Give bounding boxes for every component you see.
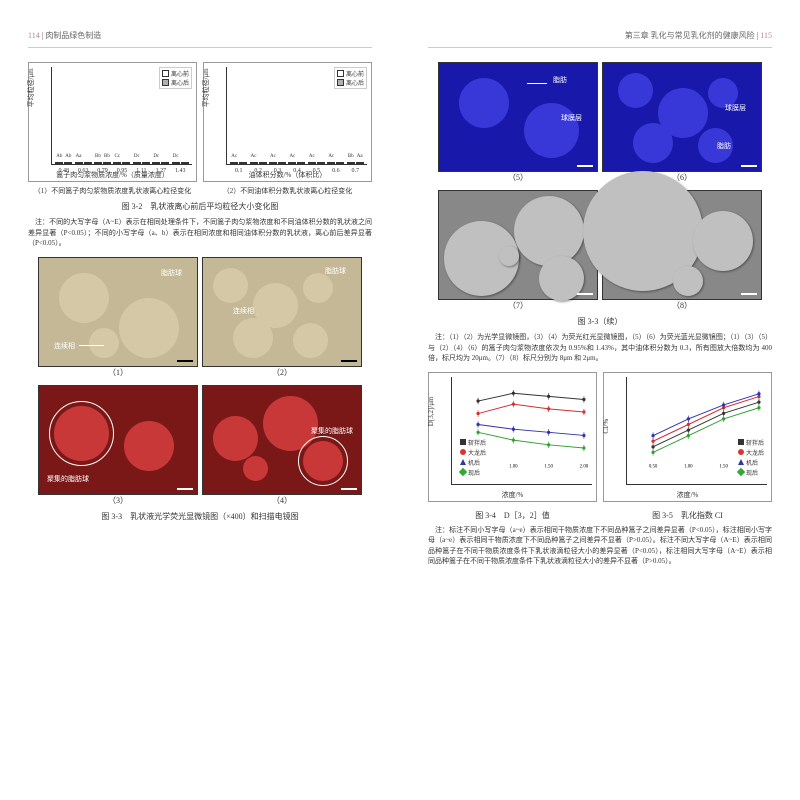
- axes: Ac0.1Ac0.2Ac0.3Ac0.4Ac0.5Ac0.6BbAa0.7: [226, 67, 367, 165]
- legend-marker: [738, 449, 744, 455]
- legend-marker: [460, 449, 466, 455]
- line-chart-1: D[3,2]/μm 0.501.001.502.00 浓度/% 斩拌后 大龙后 …: [428, 372, 597, 502]
- figure-caption: 图 3-2 乳状液离心前后平均粒径大小变化图: [28, 201, 372, 212]
- figure-caption: 图 3-4 D［3，2］值: [428, 510, 597, 521]
- svg-text:0.50: 0.50: [649, 464, 658, 467]
- scale-bar: [177, 360, 193, 362]
- x-axis-label: 篙子肉匀浆物质浓度/%（质量浓度）: [29, 170, 196, 180]
- scale-bar: [577, 165, 593, 167]
- chart-1: 平均粒径/μm 离心前 离心后 AbAb0.48Aa0.63BbBb0.79Cc…: [28, 62, 197, 182]
- scale-bar: [741, 165, 757, 167]
- page-header: 第三章 乳化与常见乳化剂的健康风险 | 115: [428, 30, 772, 48]
- chart-2: 平均粒径/μm 离心前 离心后 Ac0.1Ac0.2Ac0.3Ac0.4Ac0.…: [203, 62, 372, 182]
- panel-number: （1）: [39, 367, 197, 378]
- panel-number: （2）: [203, 367, 361, 378]
- scale-bar: [177, 488, 193, 490]
- legend-label: 斩拌后: [468, 438, 486, 447]
- left-page: 114 | 肉制品绿色制造 平均粒径/μm 离心前 离心后 AbAb0.48Aa…: [0, 0, 400, 800]
- panel-number: （8）: [603, 300, 761, 311]
- figure-note: 注：不同的大写字母（A~E）表示在相同处理条件下，不同篙子肉匀浆物浓度和不同油体…: [28, 217, 372, 249]
- micrograph-grid: 连续相 脂肪球 （1） 连续相 脂肪球 （2） 聚集的脂肪球 （3） 聚集的脂肪…: [28, 257, 372, 495]
- line-legend: 斩拌后 大龙后 机后 现后: [459, 436, 487, 479]
- page-number: 115: [760, 31, 772, 40]
- axes: AbAb0.48Aa0.63BbBb0.79Cc0.95Dc1.11Dc1.27…: [51, 67, 192, 165]
- x-axis-label: 油体积分数/%（体积比）: [204, 170, 371, 180]
- legend-marker: [738, 439, 744, 445]
- page-title: 第三章 乳化与常见乳化剂的健康风险: [625, 31, 755, 40]
- legend-marker: [460, 439, 466, 445]
- line-chart-2: CI/% 0.501.001.502.00 浓度/% 斩拌后 大龙后 机后 现后: [603, 372, 772, 502]
- scale-bar: [341, 488, 357, 490]
- annotation: 连续相: [54, 341, 75, 351]
- figure-note: 注：标注不同小写字母（a~e）表示相同干物质浓度下不同品种篙子之间差异显著（P<…: [428, 525, 772, 567]
- chart-subtitle: （1）不同篙子肉匀浆物质浓度乳状液离心粒径变化: [28, 186, 197, 196]
- figure-caption: 图 3-3 乳状液光学荧光显微镜图（×400）和扫描电镜图: [28, 511, 372, 522]
- page-title: 肉制品绿色制造: [45, 31, 101, 40]
- micrograph-3: 聚集的脂肪球 （3）: [38, 385, 198, 495]
- panel-number: （7）: [439, 300, 597, 311]
- scale-bar: [341, 360, 357, 362]
- micrograph-1: 连续相 脂肪球 （1）: [38, 257, 198, 367]
- legend-marker: [738, 459, 744, 465]
- annotation: 球膜层: [725, 103, 746, 113]
- legend-label: 机后: [746, 458, 758, 467]
- annotation: 球膜层: [561, 113, 582, 123]
- x-axis-label: 浓度/%: [604, 490, 771, 500]
- legend-marker: [737, 468, 745, 476]
- page-number: 114: [28, 31, 40, 40]
- right-page: 第三章 乳化与常见乳化剂的健康风险 | 115 脂肪 球膜层 （5） 球膜层 脂…: [400, 0, 800, 800]
- svg-text:1.00: 1.00: [684, 464, 693, 467]
- figure-caption: 图 3-3（续）: [428, 316, 772, 327]
- legend-label: 现后: [746, 468, 758, 477]
- y-axis-label: 平均粒径/μm: [26, 68, 36, 107]
- x-axis-label: 浓度/%: [429, 490, 596, 500]
- micrograph-6: 球膜层 脂肪 （6）: [602, 62, 762, 172]
- legend-marker: [459, 468, 467, 476]
- annotation: 脂肪: [717, 141, 731, 151]
- annotation: 连续相: [233, 306, 254, 316]
- bar-area: Ac0.1Ac0.2Ac0.3Ac0.4Ac0.5Ac0.6BbAa0.7: [227, 67, 367, 164]
- svg-text:1.50: 1.50: [719, 464, 728, 467]
- legend-label: 斩拌后: [746, 438, 764, 447]
- annotation: 聚集的脂肪球: [311, 426, 353, 436]
- svg-text:1.50: 1.50: [544, 464, 553, 467]
- micrograph-grid-2: 脂肪 球膜层 （5） 球膜层 脂肪 （6） （7） （8）: [428, 62, 772, 300]
- legend-label: 大龙后: [468, 448, 486, 457]
- annotation: 脂肪球: [161, 268, 182, 278]
- bar-charts-row: 平均粒径/μm 离心前 离心后 AbAb0.48Aa0.63BbBb0.79Cc…: [28, 62, 372, 182]
- micrograph-8: （8）: [602, 190, 762, 300]
- line-legend: 斩拌后 大龙后 机后 现后: [737, 436, 765, 479]
- annotation: 聚集的脂肪球: [47, 474, 89, 484]
- chart-subtitle: （2）不同油体积分数乳状液离心粒径变化: [203, 186, 372, 196]
- line-svg: 0.501.001.502.00: [474, 381, 588, 468]
- figure-note: 注：（1）（2）为光学显微镜图，（3）（4）为荧光红光显微镜图，（5）（6）为荧…: [428, 332, 772, 364]
- legend-label: 机后: [468, 458, 480, 467]
- micrograph-5: 脂肪 球膜层 （5）: [438, 62, 598, 172]
- scale-bar: [741, 293, 757, 295]
- annotation: 脂肪球: [325, 266, 346, 276]
- svg-text:1.00: 1.00: [509, 464, 518, 467]
- svg-text:2.00: 2.00: [580, 464, 588, 467]
- page-header: 114 | 肉制品绿色制造: [28, 30, 372, 48]
- micrograph-2: 连续相 脂肪球 （2）: [202, 257, 362, 367]
- line-charts-row: D[3,2]/μm 0.50 1.00 1.50 2.00 浓度/% 斩拌后 大龙后 …: [428, 372, 772, 502]
- y-axis-label: 平均粒径/μm: [201, 68, 211, 107]
- scale-bar: [577, 293, 593, 295]
- panel-number: （3）: [39, 495, 197, 506]
- bar-area: AbAb0.48Aa0.63BbBb0.79Cc0.95Dc1.11Dc1.27…: [52, 67, 192, 164]
- panel-number: （4）: [203, 495, 361, 506]
- y-axis-label: CI/%: [602, 418, 610, 433]
- micrograph-7: （7）: [438, 190, 598, 300]
- legend-label: 现后: [468, 468, 480, 477]
- y-axis-label: D[3,2]/μm: [427, 396, 435, 426]
- figure-caption: 图 3-5 乳化指数 CI: [603, 510, 772, 521]
- annotation: 脂肪: [553, 75, 567, 85]
- legend-marker: [460, 459, 466, 465]
- legend-label: 大龙后: [746, 448, 764, 457]
- panel-number: （5）: [439, 172, 597, 183]
- micrograph-4: 聚集的脂肪球 （4）: [202, 385, 362, 495]
